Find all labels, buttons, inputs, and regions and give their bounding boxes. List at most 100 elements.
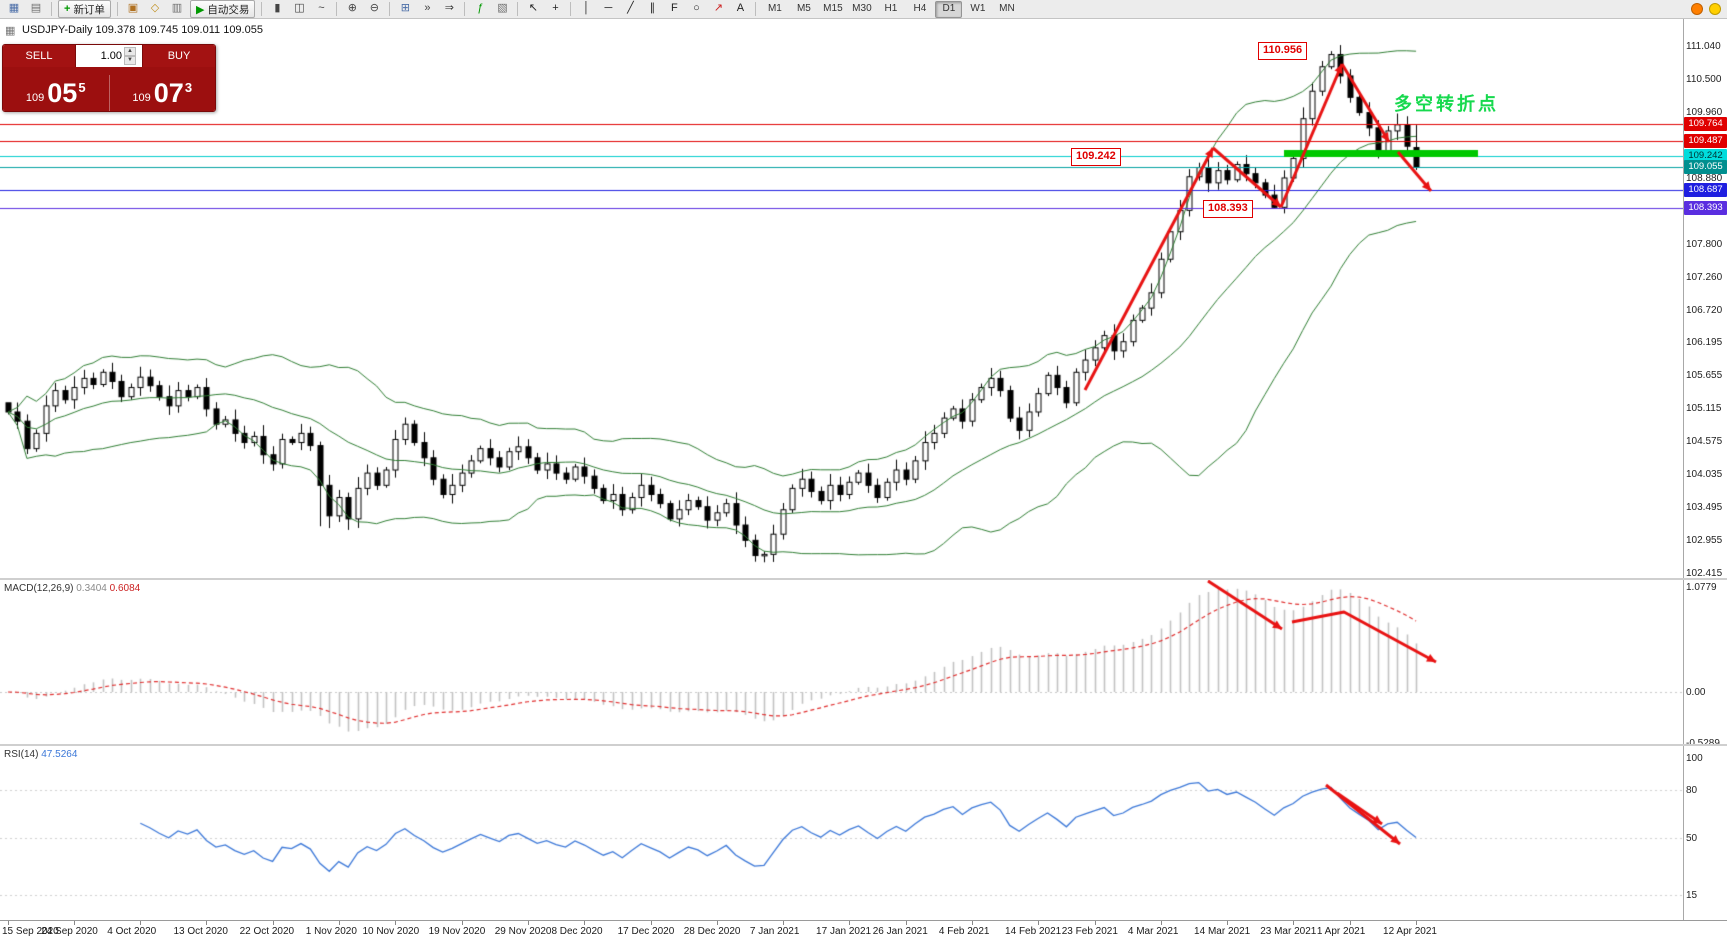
macd-axis-label: 1.0779 [1686,582,1717,594]
zoom-out-icon[interactable]: ⊖ [364,0,385,18]
indicators-icon[interactable]: ƒ [470,0,491,18]
rsi-indicator-canvas[interactable] [0,746,1683,920]
time-axis-tick [462,921,463,925]
zoom-in-icon[interactable]: ⊕ [342,0,363,18]
timeframe-button-m1[interactable]: M1 [761,0,789,18]
crosshair-icon[interactable]: + [545,0,566,18]
timeframe-button-m30[interactable]: M30 [848,0,876,18]
time-axis-tick [8,921,9,925]
time-axis-tick [206,921,207,925]
time-axis-tick [74,921,75,925]
time-axis-tick [849,921,850,925]
candlestick-chart-icon[interactable]: ▮ [267,0,288,18]
fibonacci-icon[interactable]: F [664,0,685,18]
date-label: 14 Feb 2021 [1005,926,1062,937]
time-axis[interactable]: 15 Sep 2020 24 Sep 2020 4 Oct 2020 13 Oct 2… [0,920,1727,941]
date-label: 1 Nov 2020 [305,926,357,937]
sell-button[interactable]: SELL [3,45,75,67]
vertical-line-icon[interactable]: │ [576,0,597,18]
tile-windows-icon[interactable]: ⊞ [395,0,416,18]
rsi-axis-label: 50 [1686,833,1698,845]
price-callout-110.956[interactable]: 110.956 [1258,42,1308,60]
time-axis-tick [584,921,585,925]
bid-price-display[interactable]: 109 05 5 [3,80,109,111]
price-axis-label: 105.115 [1686,403,1722,415]
price-axis-label: 103.495 [1686,501,1723,513]
rsi-axis-label: 15 [1686,889,1698,901]
autotrading-button-label: 自动交易 [207,3,250,16]
rsi-axis-label: 80 [1686,784,1698,796]
channel-icon[interactable]: ∥ [642,0,663,18]
macd-main-value: 0.3404 [76,583,107,594]
navigator-icon[interactable]: ▥ [166,0,187,18]
timeframe-button-w1[interactable]: W1 [964,0,992,18]
price-tag-109.055: 109.055 [1684,160,1727,175]
time-axis-tick [972,921,973,925]
price-axis-label: 108.880 [1686,172,1723,184]
date-label: 7 Jan 2021 [749,926,800,937]
shapes-icon[interactable]: ○ [686,0,707,18]
date-label: 26 Jan 2021 [872,926,928,937]
macd-pane-separator[interactable] [0,578,1727,580]
price-axis-label: 109.960 [1686,106,1723,118]
date-label: 4 Mar 2021 [1127,926,1179,937]
macd-label: MACD(12,26,9) 0.3404 0.6084 [4,583,140,594]
chart-profiles-icon[interactable]: ▤ [26,0,46,18]
auto-scroll-icon[interactable]: » [417,0,438,18]
timeframe-button-h4[interactable]: H4 [906,0,934,18]
date-label: 4 Oct 2020 [107,926,157,937]
trendline-icon[interactable]: ╱ [620,0,641,18]
timeframe-button-h1[interactable]: H1 [877,0,905,18]
bar-chart-icon[interactable]: ◫ [289,0,310,18]
price-callout-108.393[interactable]: 108.393 [1203,200,1253,218]
date-label: 4 Feb 2021 [938,926,990,937]
macd-axis-label: -0.5289 [1686,738,1720,749]
horizontal-line-icon[interactable]: ─ [598,0,619,18]
date-label: 15 Sep 2020 [2,926,59,937]
price-tag-109.242: 109.242 [1684,148,1727,163]
toolbar-separator [336,2,338,16]
rsi-axis-label: 100 [1686,752,1703,764]
data-window-icon[interactable]: ◇ [144,0,165,18]
volume-input[interactable] [76,45,124,67]
new-order-button[interactable]: + 新订单 [58,0,111,18]
price-axis-label: 104.035 [1686,469,1723,480]
mail-icon [1709,3,1721,15]
line-chart-icon[interactable]: ~ [311,0,332,18]
templates-icon[interactable]: ▧ [492,0,513,18]
timeframe-button-mn[interactable]: MN [993,0,1021,18]
timeframe-button-m5[interactable]: M5 [790,0,818,18]
cursor-icon[interactable]: ↖ [523,0,544,18]
macd-name: MACD(12,26,9) [4,583,74,594]
volume-down-button[interactable]: ▼ [124,56,136,65]
buy-button[interactable]: BUY [143,45,215,67]
ask-big-figure: 109 [132,92,151,104]
text-tool-icon[interactable]: A [730,0,751,18]
rsi-pane-separator[interactable] [0,744,1727,746]
timeframe-button-m15[interactable]: M15 [819,0,847,18]
date-label: 1 Apr 2021 [1316,926,1366,937]
time-axis-tick [717,921,718,925]
bid-pips: 05 [47,78,78,108]
time-axis-tick [1293,921,1294,925]
macd-indicator-canvas[interactable] [0,580,1683,744]
time-axis-tick [906,921,907,925]
market-watch-icon[interactable]: ▣ [122,0,143,18]
ask-price-display[interactable]: 109 07 3 [110,80,216,111]
chart-shift-icon[interactable]: ⇒ [439,0,460,18]
volume-up-button[interactable]: ▲ [124,47,136,56]
chart-window-icon: ▦ [5,25,16,37]
arrow-tool-icon[interactable]: ↗ [708,0,729,18]
timeframe-button-d1[interactable]: D1 [935,0,963,18]
time-axis-tick [395,921,396,925]
date-label: 19 Nov 2020 [428,926,486,937]
new-chart-icon[interactable]: ▦ [4,0,24,18]
ask-pipette: 3 [184,80,193,95]
price-axis-label: 106.720 [1686,304,1723,316]
rsi-label: RSI(14) 47.5264 [4,749,77,760]
autotrading-button[interactable]: ▶ 自动交易 [189,0,256,18]
turning-point-note[interactable]: 多空转折点 [1394,94,1499,114]
price-callout-109.242[interactable]: 109.242 [1071,148,1121,166]
date-label: 24 Sep 2020 [41,926,98,937]
main-chart-canvas[interactable] [0,19,1683,578]
